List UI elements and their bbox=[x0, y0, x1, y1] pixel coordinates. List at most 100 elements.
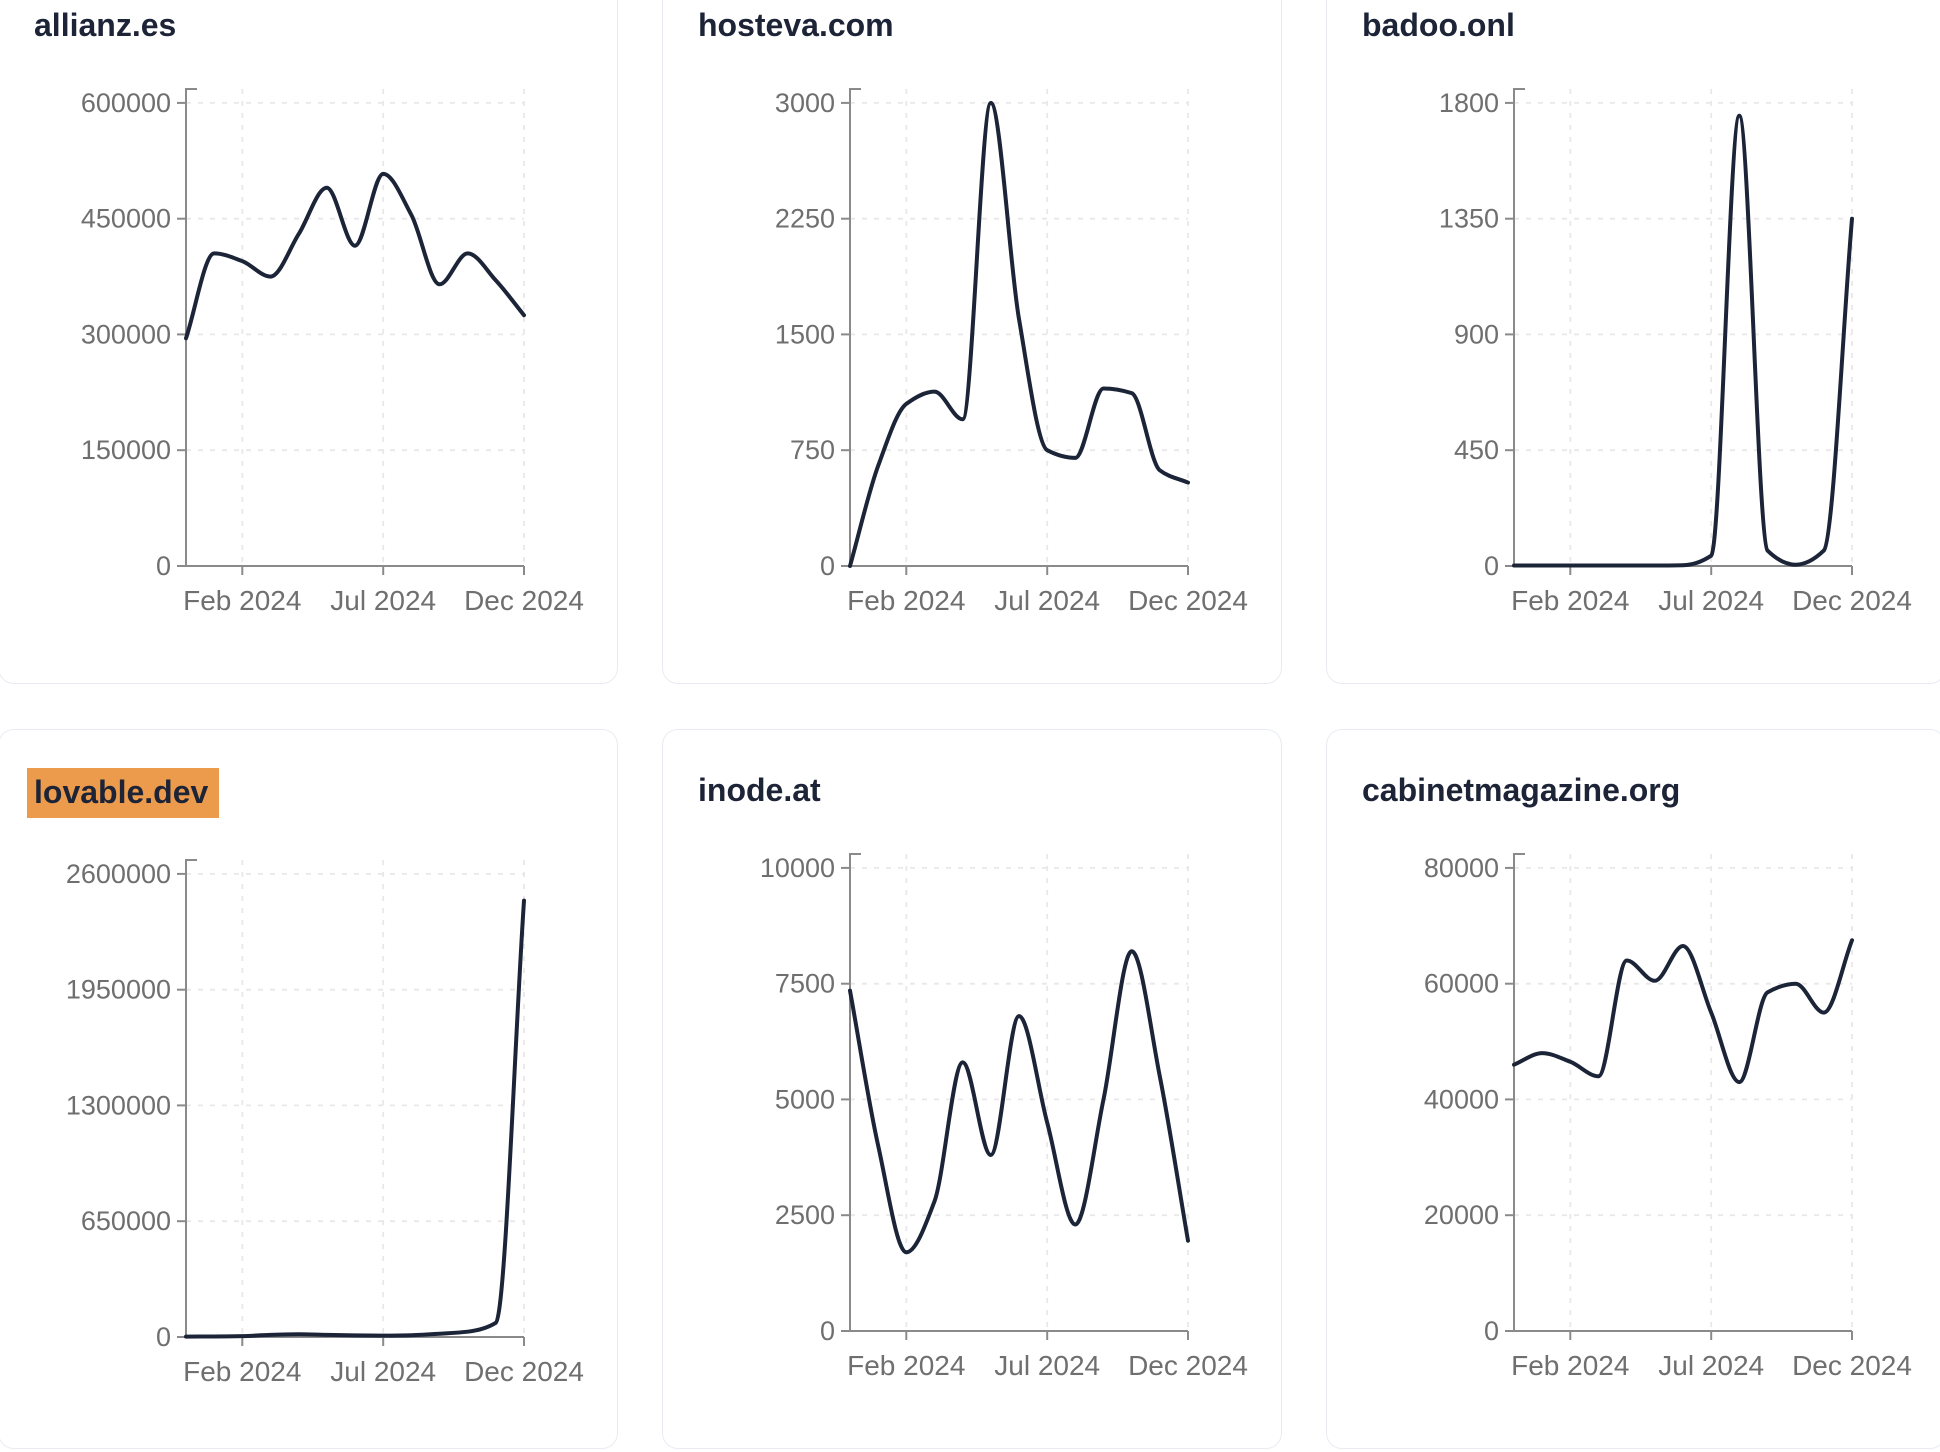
y-tick-label: 1500 bbox=[775, 319, 835, 349]
y-tick-label: 80000 bbox=[1424, 853, 1499, 883]
axis-line bbox=[849, 853, 1188, 1332]
y-tick-label: 1950000 bbox=[66, 975, 171, 1005]
y-tick-label: 450 bbox=[1454, 435, 1499, 465]
line-chart: 0 150000 300000 450000 600000 Feb 2024 Jul 202… bbox=[81, 88, 584, 616]
axes bbox=[849, 88, 1188, 567]
x-tick-label: Feb 2024 bbox=[847, 585, 965, 616]
y-axis: 0 450 900 1350 1800 bbox=[1439, 88, 1514, 581]
series-line bbox=[184, 898, 526, 1339]
y-tick-label: 150000 bbox=[81, 435, 171, 465]
axis-line bbox=[849, 88, 1188, 567]
axes bbox=[1513, 853, 1852, 1332]
axis-line bbox=[1513, 88, 1852, 567]
y-tick-label: 3000 bbox=[775, 88, 835, 118]
x-axis: Feb 2024 Jul 2024 Dec 2024 bbox=[183, 566, 584, 616]
x-tick-label: Jul 2024 bbox=[994, 585, 1100, 616]
x-tick-label: Jul 2024 bbox=[330, 585, 436, 616]
line-chart: 0 2500 5000 7500 10000 Feb 2024 Jul 2024 Dec 20… bbox=[760, 853, 1248, 1381]
chart-title[interactable]: inode.at bbox=[698, 772, 821, 808]
axis-line bbox=[1513, 853, 1852, 1332]
y-tick-label: 2600000 bbox=[66, 859, 171, 889]
grid bbox=[850, 89, 1189, 566]
grid bbox=[186, 860, 525, 1337]
chart-title[interactable]: lovable.dev bbox=[27, 768, 220, 818]
axes bbox=[185, 859, 524, 1338]
x-tick-label: Feb 2024 bbox=[183, 1356, 301, 1387]
y-tick-label: 10000 bbox=[760, 853, 835, 883]
chart-title[interactable]: hosteva.com bbox=[698, 7, 894, 43]
x-tick-label: Jul 2024 bbox=[994, 1350, 1100, 1381]
series-line bbox=[848, 100, 1190, 568]
series-line bbox=[1512, 113, 1854, 568]
x-tick-label: Dec 2024 bbox=[1128, 1350, 1248, 1381]
x-axis: Feb 2024 Jul 2024 Dec 2024 bbox=[847, 566, 1248, 616]
y-tick-label: 5000 bbox=[775, 1084, 835, 1114]
line-chart: 0 650000 1300000 1950000 2600000 Feb 2024 Jul … bbox=[66, 859, 584, 1387]
axes bbox=[185, 88, 524, 567]
y-tick-label: 7500 bbox=[775, 969, 835, 999]
x-axis: Feb 2024 Jul 2024 Dec 2024 bbox=[183, 1337, 584, 1387]
y-axis: 0 650000 1300000 1950000 2600000 bbox=[66, 859, 186, 1352]
x-tick-label: Dec 2024 bbox=[1792, 585, 1912, 616]
y-tick-label: 750 bbox=[790, 435, 835, 465]
x-axis: Feb 2024 Jul 2024 Dec 2024 bbox=[847, 1331, 1248, 1381]
x-tick-label: Feb 2024 bbox=[183, 585, 301, 616]
y-tick-label: 1300000 bbox=[66, 1090, 171, 1120]
domain-chart-card: badoo.onl 0 450 900 1350 1800 Feb 2024 Jul 202… bbox=[1326, 0, 1940, 684]
x-tick-label: Jul 2024 bbox=[1658, 1350, 1764, 1381]
series-line bbox=[848, 949, 1190, 1255]
axis-line bbox=[185, 88, 524, 567]
y-tick-label: 600000 bbox=[81, 88, 171, 118]
x-tick-label: Feb 2024 bbox=[1511, 1350, 1629, 1381]
x-tick-label: Dec 2024 bbox=[464, 1356, 584, 1387]
x-tick-label: Dec 2024 bbox=[1792, 1350, 1912, 1381]
y-axis: 0 20000 40000 60000 80000 bbox=[1424, 853, 1514, 1346]
domain-chart-card: lovable.dev 0 650000 1300000 1950000 2600000… bbox=[0, 729, 618, 1449]
chart-title[interactable]: cabinetmagazine.org bbox=[1362, 772, 1681, 808]
y-axis: 0 750 1500 2250 3000 bbox=[775, 88, 850, 581]
axis-line bbox=[185, 859, 524, 1338]
y-tick-label: 0 bbox=[1484, 551, 1499, 581]
y-tick-label: 900 bbox=[1454, 319, 1499, 349]
y-tick-label: 1350 bbox=[1439, 204, 1499, 234]
axes bbox=[849, 853, 1188, 1332]
y-tick-label: 2250 bbox=[775, 204, 835, 234]
y-tick-label: 20000 bbox=[1424, 1200, 1499, 1230]
x-tick-label: Jul 2024 bbox=[1658, 585, 1764, 616]
grid bbox=[1514, 89, 1853, 566]
y-tick-label: 300000 bbox=[81, 319, 171, 349]
domain-chart-card: cabinetmagazine.org 0 20000 40000 60000 8000… bbox=[1326, 729, 1940, 1449]
line-chart: 0 20000 40000 60000 80000 Feb 2024 Jul 2024 Dec… bbox=[1424, 853, 1912, 1381]
line-chart: 0 750 1500 2250 3000 Feb 2024 Jul 2024 Dec 2024 bbox=[775, 88, 1248, 616]
y-tick-label: 450000 bbox=[81, 204, 171, 234]
x-tick-label: Dec 2024 bbox=[1128, 585, 1248, 616]
series-line bbox=[1512, 938, 1854, 1085]
domain-chart-card: inode.at 0 2500 5000 7500 10000 Feb 2024 Jul 2… bbox=[662, 729, 1282, 1449]
y-tick-label: 2500 bbox=[775, 1200, 835, 1230]
y-axis: 0 2500 5000 7500 10000 bbox=[760, 853, 850, 1346]
grid bbox=[186, 89, 525, 566]
grid bbox=[850, 854, 1189, 1331]
chart-title[interactable]: badoo.onl bbox=[1362, 7, 1515, 43]
y-tick-label: 0 bbox=[820, 551, 835, 581]
y-tick-label: 0 bbox=[820, 1316, 835, 1346]
x-tick-label: Feb 2024 bbox=[1511, 585, 1629, 616]
grid bbox=[1514, 854, 1853, 1331]
y-tick-label: 40000 bbox=[1424, 1084, 1499, 1114]
line-chart: 0 450 900 1350 1800 Feb 2024 Jul 2024 Dec 2024 bbox=[1439, 88, 1912, 616]
x-tick-label: Jul 2024 bbox=[330, 1356, 436, 1387]
x-axis: Feb 2024 Jul 2024 Dec 2024 bbox=[1511, 566, 1912, 616]
y-tick-label: 650000 bbox=[81, 1206, 171, 1236]
y-tick-label: 0 bbox=[1484, 1316, 1499, 1346]
domain-chart-card: allianz.es 0 150000 300000 450000 600000 Feb … bbox=[0, 0, 618, 684]
y-tick-label: 1800 bbox=[1439, 88, 1499, 118]
y-tick-label: 60000 bbox=[1424, 969, 1499, 999]
chart-title[interactable]: allianz.es bbox=[34, 7, 177, 43]
y-axis: 0 150000 300000 450000 600000 bbox=[81, 88, 186, 581]
axes bbox=[1513, 88, 1852, 567]
x-tick-label: Dec 2024 bbox=[464, 585, 584, 616]
domain-chart-card: hosteva.com 0 750 1500 2250 3000 Feb 2024 Jul … bbox=[662, 0, 1282, 684]
series-line bbox=[184, 171, 526, 341]
y-tick-label: 0 bbox=[156, 551, 171, 581]
